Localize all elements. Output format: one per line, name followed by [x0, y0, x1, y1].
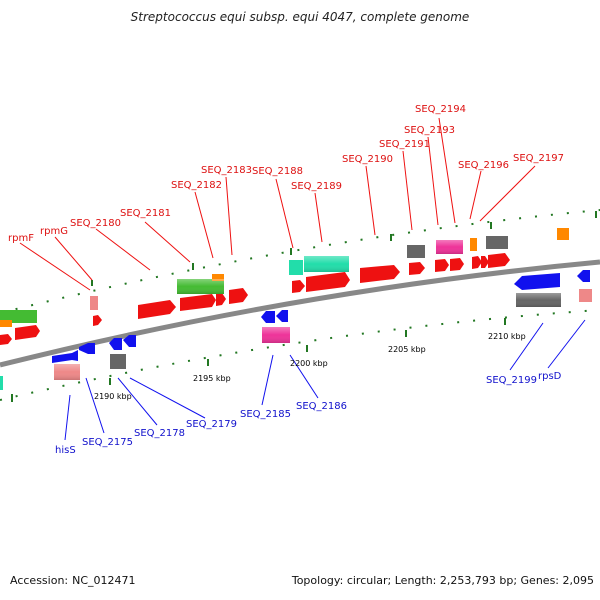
scale-label-2195: 2195 kbp	[193, 374, 231, 383]
scale-labels: 2190 kbp 2195 kbp 2200 kbp 2205 kbp 2210…	[94, 332, 526, 401]
gene-label-SEQ_2193: SEQ_2193	[404, 125, 455, 136]
gene-label-SEQ_2183: SEQ_2183	[201, 165, 252, 176]
scale-label-2210: 2210 kbp	[488, 332, 526, 341]
gene-label-hisS: hisS	[55, 445, 76, 456]
gene-rev-7	[514, 273, 560, 290]
gene-label-SEQ_2188: SEQ_2188	[252, 166, 303, 177]
feature-salmon-3	[579, 289, 592, 302]
gene-fwd-15	[481, 256, 489, 268]
gene-label-SEQ_2190: SEQ_2190	[342, 154, 393, 165]
lower-leaders	[64, 319, 586, 441]
gene-fwd-3	[93, 315, 102, 326]
gene-fwd-4	[138, 300, 176, 319]
gene-label-SEQ_2197: SEQ_2197	[513, 153, 564, 164]
gene-fwd-16	[488, 253, 510, 268]
gene-fwd-11	[409, 262, 425, 275]
feature-teal-1	[289, 260, 303, 275]
feature-gray-3	[110, 354, 126, 369]
gene-label-rpmG: rpmG	[40, 226, 68, 237]
accession-label: Accession:	[10, 574, 69, 587]
scale-label-2190: 2190 kbp	[94, 392, 132, 401]
feature-orange-3	[470, 238, 477, 251]
feature-gray-1	[407, 245, 425, 258]
gene-label-rpmF: rpmF	[8, 233, 34, 244]
accession-value: NC_012471	[72, 574, 136, 587]
gene-fwd-5	[180, 294, 216, 311]
gene-label-SEQ_2189: SEQ_2189	[291, 181, 342, 192]
gene-fwd-8	[292, 280, 305, 293]
lower-gene-labels: hisS SEQ_2175 SEQ_2178 SEQ_2179 SEQ_2185…	[55, 371, 562, 456]
gene-label-SEQ_2185: SEQ_2185	[240, 409, 291, 420]
gene-fwd-12	[435, 259, 449, 272]
gene-label-SEQ_2196: SEQ_2196	[458, 160, 509, 171]
gene-label-SEQ_2181: SEQ_2181	[120, 208, 171, 219]
scale-label-2200: 2200 kbp	[290, 359, 328, 368]
lower-track-dotted	[0, 309, 600, 401]
gene-rev-6	[276, 310, 288, 322]
forward-genes	[0, 253, 510, 345]
gene-rev-2	[79, 343, 95, 354]
gene-rev-8	[577, 270, 590, 282]
gene-rev-4	[123, 335, 136, 347]
gene-fwd-10	[360, 265, 400, 283]
gene-label-SEQ_2191: SEQ_2191	[379, 139, 430, 150]
gene-label-SEQ_2179: SEQ_2179	[186, 419, 237, 430]
upper-gene-labels: rpmF rpmG SEQ_2180 SEQ_2181 SEQ_2182 SEQ…	[8, 104, 564, 244]
gene-label-SEQ_2175: SEQ_2175	[82, 437, 133, 448]
gene-rev-3	[109, 338, 122, 350]
gene-fwd-14	[472, 256, 482, 269]
gene-label-SEQ_2186: SEQ_2186	[296, 401, 347, 412]
gene-label-SEQ_2194: SEQ_2194	[415, 104, 466, 115]
feature-teal-3	[0, 376, 3, 390]
map-title: Streptococcus equi subsp. equi 4047, com…	[130, 10, 470, 24]
gene-rev-1	[52, 350, 78, 363]
feature-orange-1	[0, 320, 12, 327]
feature-orange-2	[212, 274, 224, 281]
gene-label-SEQ_2178: SEQ_2178	[134, 428, 185, 439]
topology-info: Topology: circular; Length: 2,253,793 bp…	[291, 574, 594, 587]
feature-orange-4	[557, 228, 569, 240]
gene-fwd-1	[0, 334, 12, 345]
gloss-overlay	[54, 240, 561, 380]
gene-fwd-13	[450, 258, 464, 271]
gene-fwd-6	[216, 293, 226, 306]
gene-fwd-2	[15, 325, 40, 340]
gene-fwd-7	[229, 288, 248, 304]
upper-ticks	[91, 211, 597, 286]
feature-green-1	[0, 310, 37, 323]
feature-salmon-1	[90, 296, 98, 310]
gene-rev-5	[261, 311, 275, 323]
gene-fwd-9	[306, 272, 350, 292]
feature-gray-2	[486, 236, 508, 249]
upper-leaders	[19, 117, 536, 291]
gene-label-rpsD: rpsD	[538, 371, 562, 382]
scale-label-2205: 2205 kbp	[388, 345, 426, 354]
gene-label-SEQ_2182: SEQ_2182	[171, 180, 222, 191]
gene-label-SEQ_2199: SEQ_2199	[486, 375, 537, 386]
accession-info: Accession: NC_012471	[10, 574, 136, 587]
gene-label-SEQ_2180: SEQ_2180	[70, 218, 121, 229]
lower-ticks	[11, 318, 506, 402]
